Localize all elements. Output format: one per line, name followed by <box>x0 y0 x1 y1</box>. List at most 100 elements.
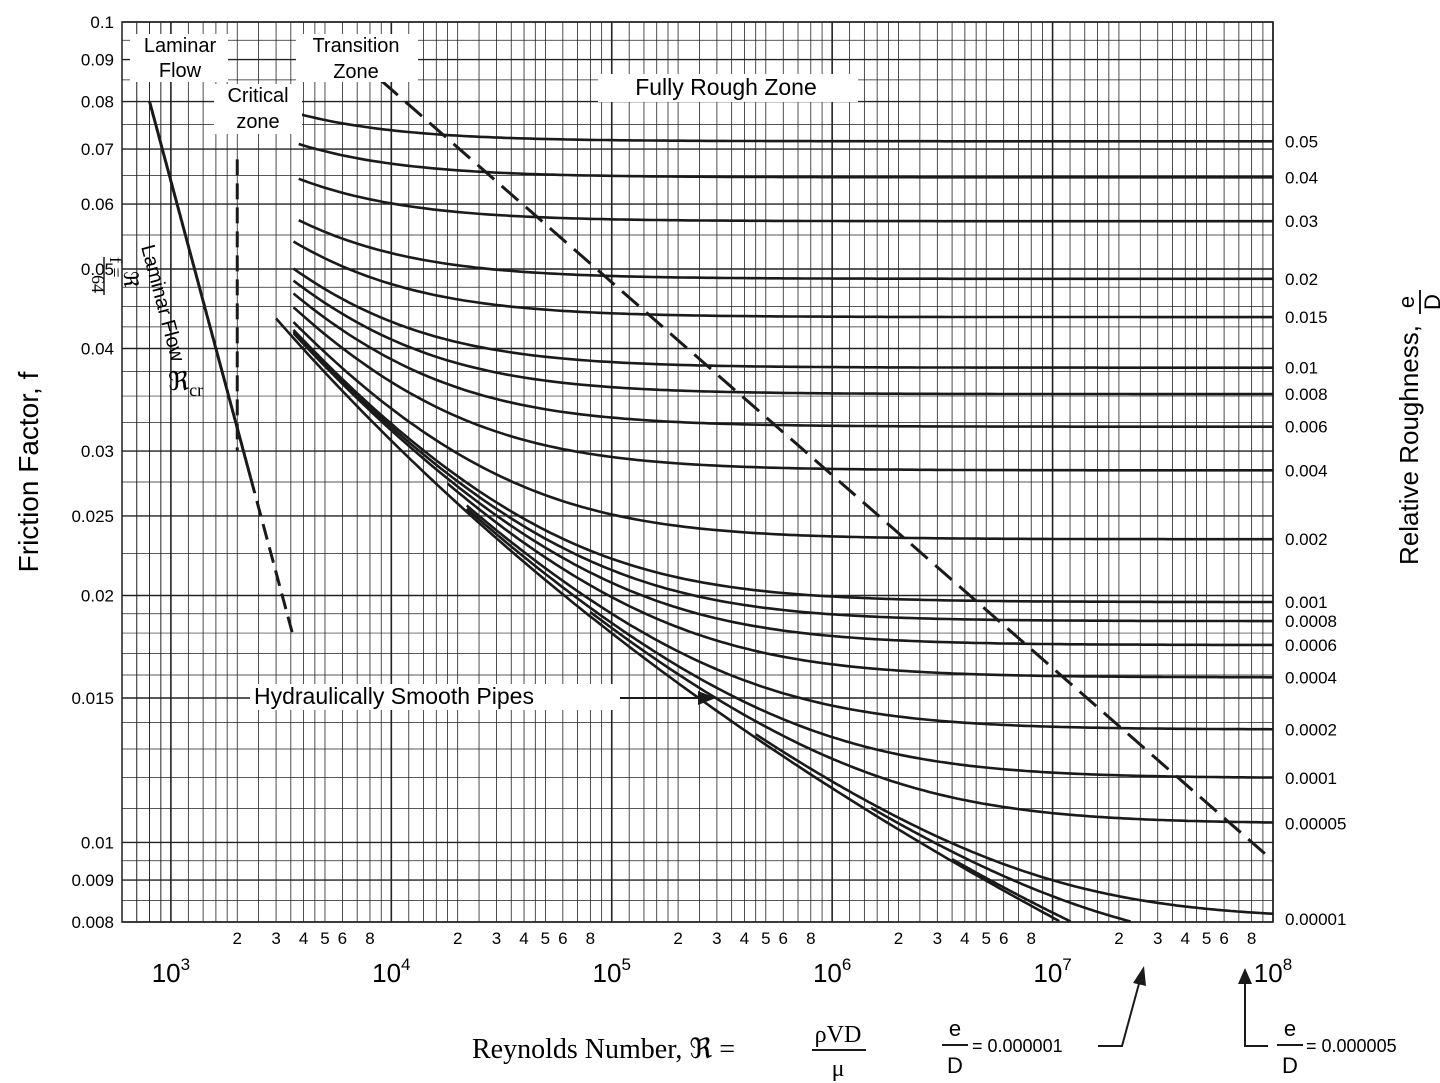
x-decade-label: 104 <box>372 955 410 988</box>
x-decade-label: 103 <box>152 955 190 988</box>
ed-med-den: D <box>1282 1053 1298 1078</box>
fully-rough-zone-label: Fully Rough Zone <box>635 74 817 100</box>
ed-small-arrow <box>1098 979 1141 1047</box>
roughness-curve-label: 0.015 <box>1285 308 1328 327</box>
roughness-curve-label: 0.004 <box>1285 461 1328 480</box>
roughness-curve <box>298 142 1273 179</box>
x-minor-tick-label: 4 <box>1181 929 1190 948</box>
y-tick-label: 0.03 <box>81 442 114 461</box>
svg-text:Relative Roughness,: Relative Roughness, <box>1394 325 1424 565</box>
x-minor-tick-label: 4 <box>960 929 969 948</box>
roughness-curve <box>589 611 1274 824</box>
y-tick-label: 0.07 <box>81 140 114 159</box>
grid <box>121 21 1274 923</box>
laminar-label-bottom: Flow <box>159 60 202 82</box>
critical-label-bottom: zone <box>236 111 279 133</box>
roughness-curve <box>755 733 1274 915</box>
svg-text:e: e <box>1394 296 1419 308</box>
transition-label-bottom: Zone <box>333 61 379 83</box>
ed-med-num: e <box>1284 1016 1296 1041</box>
curves: 0.05 0.04 0.03 0.02 0.015 0.01 0.008 0.006 0.004… <box>148 58 1346 929</box>
roughness-curve-label: 0.00001 <box>1285 910 1346 929</box>
x-minor-tick-label: 5 <box>541 929 550 948</box>
laminar-formula-f: f = <box>106 257 126 278</box>
roughness-curve-label: 0.0008 <box>1285 612 1337 631</box>
x-minor-tick-label: 6 <box>779 929 788 948</box>
laminar-label-top: Laminar <box>144 35 217 57</box>
roughness-curve <box>292 321 1273 541</box>
y-tick-label: 0.04 <box>81 340 114 359</box>
roughness-curve <box>292 292 1273 428</box>
roughness-curve-label: 0.0002 <box>1285 721 1337 740</box>
svg-text:ρVD: ρVD <box>815 1022 862 1048</box>
svg-text:μ: μ <box>832 1056 845 1082</box>
x-minor-tick-label: 4 <box>519 929 528 948</box>
x-minor-tick-label: 2 <box>673 929 682 948</box>
laminar-line-extension <box>249 477 295 638</box>
roughness-curve <box>951 858 1072 923</box>
roughness-curve <box>298 219 1273 281</box>
x-minor-tick-label: 8 <box>806 929 815 948</box>
x-minor-tick-label: 4 <box>299 929 308 948</box>
critical-label-top: Critical <box>227 85 288 107</box>
y-tick-label: 0.02 <box>81 586 114 605</box>
x-minor-tick-label: 5 <box>981 929 990 948</box>
y-tick-label: 0.01 <box>81 833 114 852</box>
x-minor-tick-label: 5 <box>320 929 329 948</box>
laminar-formula-64: 64 <box>88 275 108 293</box>
x-minor-tick-label: 3 <box>1153 929 1162 948</box>
ed-small-value: = 0.000001 <box>972 1036 1063 1056</box>
y-tick-label: 0.06 <box>81 195 114 214</box>
ed-med-arrowhead <box>1238 968 1252 984</box>
x-minor-tick-label: 5 <box>1202 929 1211 948</box>
x-minor-tick-label: 2 <box>894 929 903 948</box>
plot-frame <box>121 21 1274 923</box>
x-minor-tick-label: 2 <box>1114 929 1123 948</box>
roughness-curve <box>292 330 1273 623</box>
x-minor-tick-label: 3 <box>712 929 721 948</box>
x-minor-tick-label: 6 <box>558 929 567 948</box>
roughness-curve <box>292 240 1273 319</box>
smooth-pipe-curve <box>275 317 1060 923</box>
y-tick-label: 0.05 <box>81 260 114 279</box>
roughness-curve <box>298 112 1273 143</box>
reynolds-critical-label: ℜcr <box>168 367 203 400</box>
roughness-curve-label: 0.03 <box>1285 212 1318 231</box>
roughness-curve <box>292 267 1273 369</box>
roughness-curve-label: 0.01 <box>1285 359 1318 378</box>
transition-boundary-line <box>356 58 1274 862</box>
x-minor-tick-label: 6 <box>999 929 1008 948</box>
y-axis-title-left: Friction Factor, f <box>13 371 44 572</box>
x-minor-tick-label: 3 <box>492 929 501 948</box>
tick-labels: 0.10.090.080.070.060.050.040.030.0250.02… <box>71 13 1292 988</box>
smooth-pipes-label: Hydraulically Smooth Pipes <box>254 683 534 709</box>
roughness-curve <box>292 306 1273 472</box>
x-minor-tick-label: 3 <box>933 929 942 948</box>
transition-label-top: Transition <box>312 35 399 57</box>
roughness-curve <box>465 507 1273 779</box>
roughness-curve <box>298 177 1273 223</box>
ed-small-arrowhead <box>1133 966 1146 986</box>
y-tick-label: 0.015 <box>71 689 114 708</box>
roughness-curve <box>465 504 1274 731</box>
x-decade-label: 106 <box>813 955 851 988</box>
laminar-line <box>148 101 253 479</box>
x-minor-tick-label: 3 <box>271 929 280 948</box>
roughness-curve <box>870 806 1131 923</box>
roughness-curve <box>446 482 1273 679</box>
roughness-curve-label: 0.006 <box>1285 418 1328 437</box>
x-minor-tick-label: 4 <box>740 929 749 948</box>
y-axis-title-right: Relative Roughness, e D <box>1394 290 1440 565</box>
ed-small-num: e <box>949 1016 961 1041</box>
x-decade-label: 107 <box>1033 955 1071 988</box>
roughness-curve <box>292 279 1273 396</box>
svg-text:D: D <box>1420 294 1440 310</box>
ed-med-arrow <box>1244 982 1268 1047</box>
roughness-curve-label: 0.001 <box>1285 593 1328 612</box>
roughness-curve-label: 0.05 <box>1285 132 1318 151</box>
roughness-curve-label: 0.0004 <box>1285 668 1337 687</box>
roughness-curve-label: 0.0006 <box>1285 636 1337 655</box>
roughness-curve-label: 0.002 <box>1285 530 1328 549</box>
y-tick-label: 0.009 <box>71 871 114 890</box>
